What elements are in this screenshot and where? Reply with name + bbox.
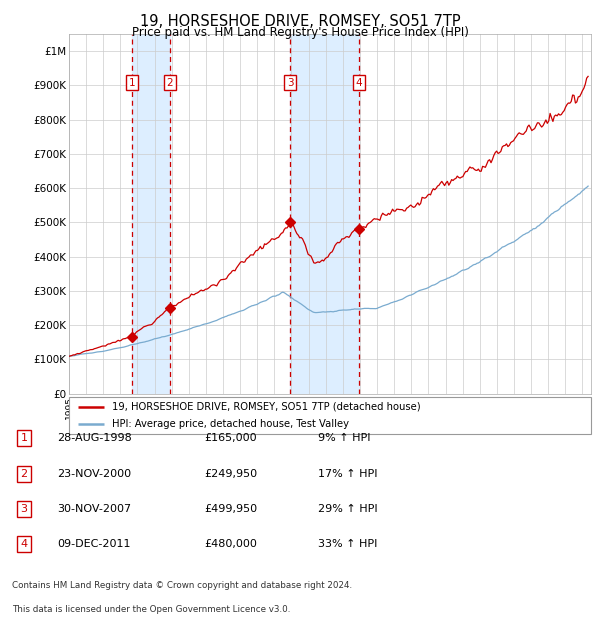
Text: 3: 3 xyxy=(287,78,293,87)
Text: 4: 4 xyxy=(20,539,28,549)
Text: £249,950: £249,950 xyxy=(204,469,257,479)
Text: 19, HORSESHOE DRIVE, ROMSEY, SO51 7TP (detached house): 19, HORSESHOE DRIVE, ROMSEY, SO51 7TP (d… xyxy=(112,402,421,412)
Bar xyxy=(290,34,359,394)
Bar xyxy=(131,34,170,394)
Text: 1: 1 xyxy=(128,78,135,87)
Text: 28-AUG-1998: 28-AUG-1998 xyxy=(57,433,132,443)
Text: 33% ↑ HPI: 33% ↑ HPI xyxy=(318,539,377,549)
Text: 30-NOV-2007: 30-NOV-2007 xyxy=(57,504,131,514)
Text: HPI: Average price, detached house, Test Valley: HPI: Average price, detached house, Test… xyxy=(112,419,349,429)
Text: 4: 4 xyxy=(356,78,362,87)
Text: This data is licensed under the Open Government Licence v3.0.: This data is licensed under the Open Gov… xyxy=(12,604,290,614)
Text: 19, HORSESHOE DRIVE, ROMSEY, SO51 7TP: 19, HORSESHOE DRIVE, ROMSEY, SO51 7TP xyxy=(140,14,460,29)
Text: £499,950: £499,950 xyxy=(204,504,257,514)
FancyBboxPatch shape xyxy=(69,397,591,434)
Text: 23-NOV-2000: 23-NOV-2000 xyxy=(57,469,131,479)
Text: 09-DEC-2011: 09-DEC-2011 xyxy=(57,539,131,549)
Text: 3: 3 xyxy=(20,504,28,514)
Text: Contains HM Land Registry data © Crown copyright and database right 2024.: Contains HM Land Registry data © Crown c… xyxy=(12,581,352,590)
Text: 2: 2 xyxy=(20,469,28,479)
Text: £480,000: £480,000 xyxy=(204,539,257,549)
Text: 2: 2 xyxy=(167,78,173,87)
Text: £165,000: £165,000 xyxy=(204,433,257,443)
Text: Price paid vs. HM Land Registry's House Price Index (HPI): Price paid vs. HM Land Registry's House … xyxy=(131,26,469,39)
Text: 17% ↑ HPI: 17% ↑ HPI xyxy=(318,469,377,479)
Text: 29% ↑ HPI: 29% ↑ HPI xyxy=(318,504,377,514)
Text: 1: 1 xyxy=(20,433,28,443)
Text: 9% ↑ HPI: 9% ↑ HPI xyxy=(318,433,371,443)
